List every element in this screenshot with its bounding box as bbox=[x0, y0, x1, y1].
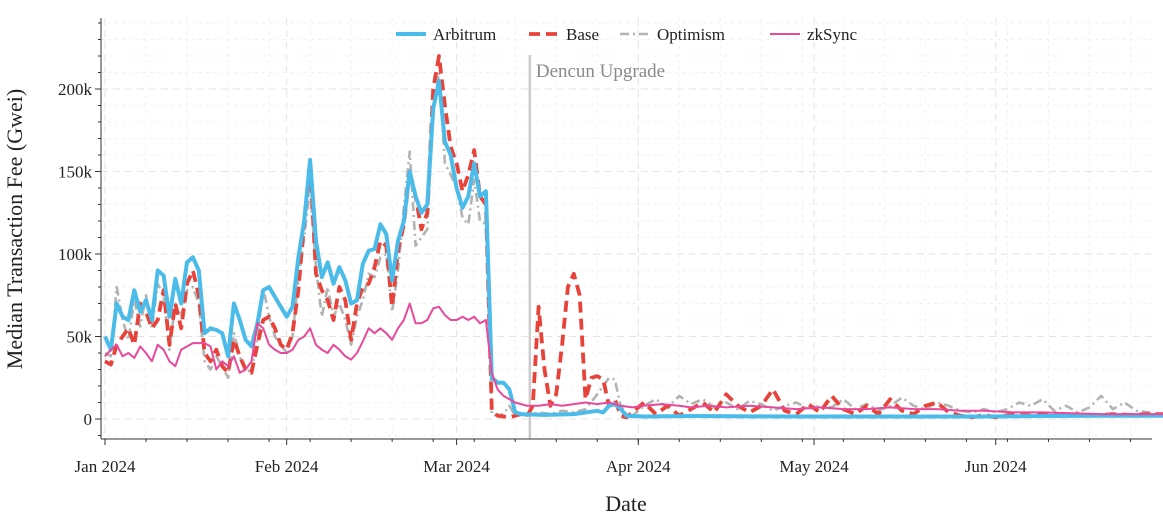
y-tick-label: 100k bbox=[58, 245, 93, 264]
x-tick-label: Feb 2024 bbox=[255, 457, 319, 476]
y-axis-title: Median Transaction Fee (Gwei) bbox=[2, 89, 27, 369]
series-line-arbitrum bbox=[103, 78, 1163, 419]
series-line-optimism bbox=[104, 71, 1163, 417]
series-line-base bbox=[104, 54, 1163, 420]
legend-label-zksync: zkSync bbox=[807, 25, 858, 44]
y-axis-ticks: 0 50k 100k 150k 200k bbox=[58, 22, 101, 436]
series-line-zksync bbox=[104, 302, 1163, 416]
legend: Arbitrum Base Optimism zkSync bbox=[396, 25, 858, 44]
x-tick-label: Jan 2024 bbox=[75, 457, 136, 476]
x-tick-label: Jun 2024 bbox=[965, 457, 1027, 476]
x-tick-label: Mar 2024 bbox=[423, 457, 490, 476]
x-tick-label: Apr 2024 bbox=[606, 457, 671, 476]
grid-lines bbox=[101, 18, 1152, 439]
x-axis-title: Date bbox=[605, 491, 647, 516]
x-tick-label: May 2024 bbox=[779, 457, 849, 476]
legend-label-base: Base bbox=[566, 25, 599, 44]
y-tick-label: 150k bbox=[58, 163, 93, 182]
x-axis-ticks: Jan 2024 Feb 2024 Mar 2024 Apr 2024 May 2024… bbox=[75, 439, 1131, 476]
y-tick-label: 200k bbox=[58, 80, 93, 99]
legend-label-optimism: Optimism bbox=[657, 25, 725, 44]
y-tick-label: 0 bbox=[84, 410, 93, 429]
series-layer bbox=[103, 54, 1163, 420]
y-tick-label: 50k bbox=[67, 328, 93, 347]
legend-label-arbitrum: Arbitrum bbox=[433, 25, 496, 44]
annotation-label: Dencun Upgrade bbox=[536, 61, 665, 82]
